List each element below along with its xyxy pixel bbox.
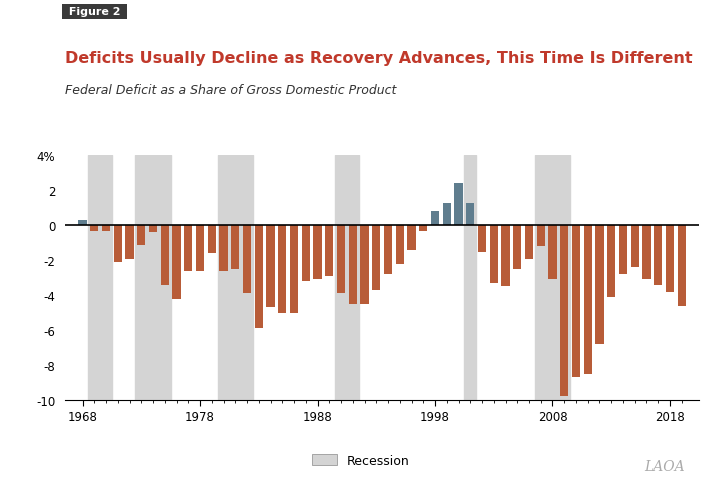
Text: Federal Deficit as a Share of Gross Domestic Product: Federal Deficit as a Share of Gross Dome…: [65, 84, 397, 97]
Bar: [102, 226, 110, 231]
Bar: [631, 226, 639, 268]
Bar: [407, 226, 415, 250]
Bar: [513, 226, 521, 269]
Bar: [349, 226, 357, 305]
Text: LAOA: LAOA: [645, 459, 685, 473]
Bar: [89, 156, 112, 400]
Legend: Recession: Recession: [306, 449, 415, 472]
Bar: [335, 156, 358, 400]
Bar: [642, 226, 650, 280]
Bar: [255, 226, 263, 329]
Bar: [572, 226, 580, 378]
Bar: [125, 226, 133, 259]
Bar: [466, 203, 474, 226]
Bar: [431, 212, 439, 226]
Bar: [666, 226, 674, 292]
Bar: [535, 156, 570, 400]
Bar: [219, 226, 228, 271]
Bar: [136, 156, 171, 400]
Bar: [678, 226, 686, 306]
Bar: [396, 226, 404, 264]
Bar: [596, 226, 603, 345]
Bar: [478, 226, 486, 252]
Bar: [536, 226, 545, 247]
Bar: [278, 226, 286, 313]
Bar: [384, 226, 392, 275]
Bar: [325, 226, 333, 276]
Bar: [290, 226, 298, 313]
Bar: [464, 156, 476, 400]
Bar: [337, 226, 345, 294]
Bar: [372, 226, 381, 290]
Bar: [301, 226, 310, 282]
Bar: [231, 226, 239, 269]
Bar: [218, 156, 253, 400]
Bar: [90, 226, 98, 231]
Bar: [560, 226, 568, 397]
Text: Figure 2: Figure 2: [65, 7, 124, 17]
Bar: [266, 226, 275, 308]
Bar: [114, 226, 122, 263]
Bar: [208, 226, 216, 254]
Bar: [619, 226, 627, 275]
Bar: [149, 226, 157, 233]
Bar: [501, 226, 510, 287]
Bar: [443, 203, 451, 226]
Bar: [172, 226, 181, 299]
Bar: [454, 184, 463, 226]
Bar: [360, 226, 368, 305]
Bar: [79, 221, 87, 226]
Text: Deficits Usually Decline as Recovery Advances, This Time Is Different: Deficits Usually Decline as Recovery Adv…: [65, 51, 692, 66]
Bar: [490, 226, 498, 284]
Bar: [243, 226, 251, 294]
Bar: [184, 226, 193, 271]
Bar: [314, 226, 322, 280]
Bar: [549, 226, 557, 280]
Bar: [196, 226, 204, 271]
Bar: [137, 226, 146, 245]
Bar: [583, 226, 592, 374]
Bar: [607, 226, 615, 297]
Bar: [654, 226, 663, 285]
Bar: [419, 226, 428, 231]
Bar: [161, 226, 169, 285]
Bar: [525, 226, 533, 259]
